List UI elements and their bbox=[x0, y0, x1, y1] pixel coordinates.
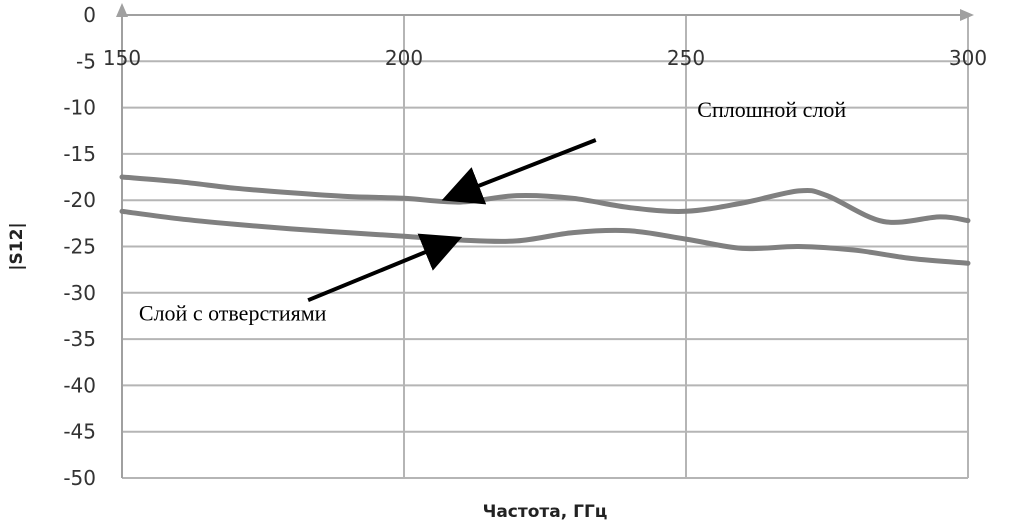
annotations: Сплошной слой Слой с отверстиями bbox=[139, 97, 847, 326]
y-tick-label: -45 bbox=[63, 420, 96, 444]
x-axis-arrow-icon bbox=[960, 9, 974, 21]
annotation-arrow bbox=[307, 233, 463, 303]
y-axis-arrow-icon bbox=[116, 3, 128, 17]
y-axis-label: |S12| bbox=[7, 222, 27, 270]
y-tick-label: -30 bbox=[63, 281, 96, 305]
series-group bbox=[119, 174, 971, 266]
y-tick-label: -20 bbox=[63, 188, 96, 212]
x-tick-label: 200 bbox=[385, 46, 423, 70]
x-axis-label: Частота, ГГц bbox=[483, 502, 608, 522]
annotation-label: Слой с отверстиями bbox=[139, 301, 327, 326]
y-tick-label: -40 bbox=[63, 373, 96, 397]
grid-lines bbox=[122, 15, 969, 479]
y-tick-label: -15 bbox=[63, 142, 96, 166]
annotation-arrow bbox=[441, 138, 597, 205]
y-tick-label: -50 bbox=[63, 466, 96, 490]
y-tick-label: -35 bbox=[63, 327, 96, 351]
x-tick-label: 150 bbox=[103, 46, 141, 70]
series-line-2 bbox=[119, 208, 971, 266]
series-line-1 bbox=[119, 174, 971, 225]
tick-labels: 0 -5 -10 -15 -20 -25 -30 -35 -40 -45 -50 150 200 250 3… bbox=[63, 3, 987, 490]
y-tick-label: -10 bbox=[63, 96, 96, 120]
x-tick-label: 300 bbox=[949, 46, 987, 70]
y-tick-label: 0 bbox=[83, 3, 96, 27]
y-tick-label: -25 bbox=[63, 235, 96, 259]
x-tick-label: 250 bbox=[667, 46, 705, 70]
y-tick-label: -5 bbox=[76, 49, 96, 73]
annotation-label: Сплошной слой bbox=[697, 97, 846, 122]
axes bbox=[116, 3, 974, 478]
